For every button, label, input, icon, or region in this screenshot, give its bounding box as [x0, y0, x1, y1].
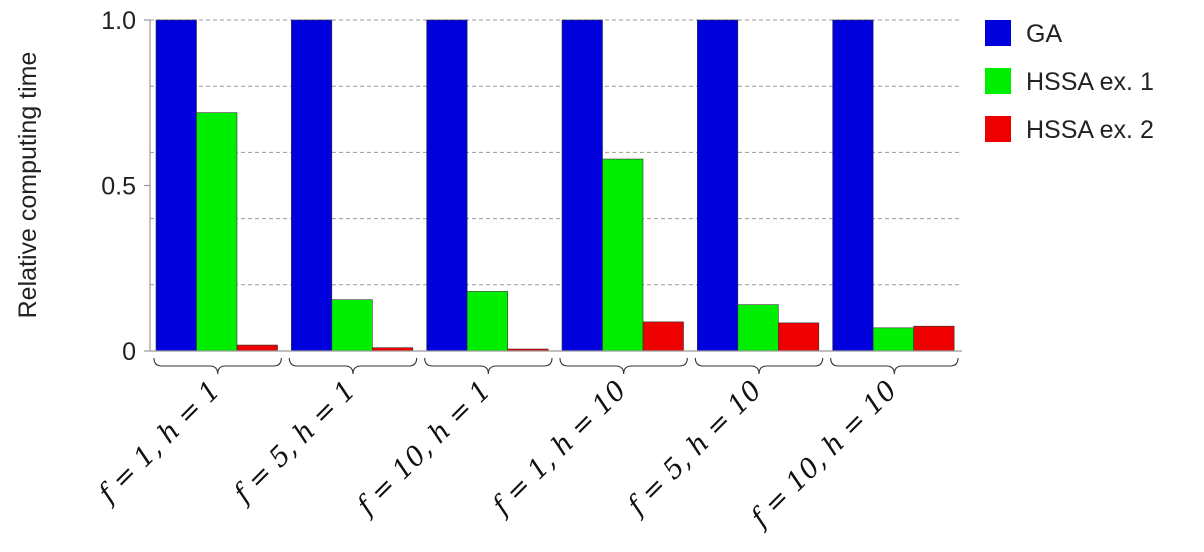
category-brace: [559, 357, 688, 375]
legend: GA HSSA ex. 1 HSSA ex. 2: [985, 20, 1154, 144]
bar-hssa-ex-2-4: [778, 322, 820, 352]
bar-ga-2: [426, 19, 468, 352]
legend-label: HSSA ex. 1: [1026, 68, 1154, 96]
category-label: f = 10, h = 1: [350, 375, 498, 523]
legend-swatch: [985, 20, 1011, 46]
legend-label: GA: [1026, 20, 1062, 48]
bar-ga-4: [697, 19, 739, 352]
bar-ga-5: [832, 19, 874, 352]
bar-ga-3: [561, 19, 603, 352]
bar-hssa-ex-1-0: [196, 112, 238, 352]
category-braces: [153, 357, 959, 375]
y-tick-label: 0: [122, 338, 136, 366]
bar-hssa-ex-1-3: [602, 158, 644, 352]
legend-label: HSSA ex. 2: [1026, 116, 1154, 144]
bar-ga-1: [291, 19, 333, 352]
category-label: f = 5, h = 10: [620, 375, 768, 523]
bar-hssa-ex-1-1: [331, 299, 373, 352]
bar-hssa-ex-2-5: [913, 325, 955, 352]
bar-ga-0: [155, 19, 197, 352]
y-axis-label: Relative computing time: [14, 52, 42, 319]
bar-hssa-ex-2-0: [236, 344, 278, 352]
category-label: f = 10, h = 10: [744, 375, 904, 535]
category-label: f = 5, h = 1: [227, 375, 362, 510]
category-label: f = 1, h = 1: [91, 375, 226, 510]
category-brace: [424, 357, 553, 375]
bar-hssa-ex-1-5: [872, 327, 914, 352]
y-tick-label: 0.5: [101, 173, 136, 201]
legend-swatch: [985, 68, 1011, 94]
bar-hssa-ex-1-2: [466, 291, 508, 352]
axes: 0 0.5 1.0: [101, 7, 962, 366]
y-tick-label: 1.0: [101, 7, 136, 35]
bar-hssa-ex-1-4: [737, 304, 779, 352]
category-brace: [288, 357, 418, 375]
category-brace: [830, 357, 959, 375]
legend-swatch: [985, 116, 1011, 142]
bars: [155, 19, 955, 352]
grid-lines: [150, 19, 962, 286]
category-label: f = 1, h = 10: [485, 375, 633, 523]
category-brace: [694, 357, 824, 375]
category-brace: [153, 357, 282, 375]
bar-hssa-ex-2-3: [642, 321, 684, 352]
